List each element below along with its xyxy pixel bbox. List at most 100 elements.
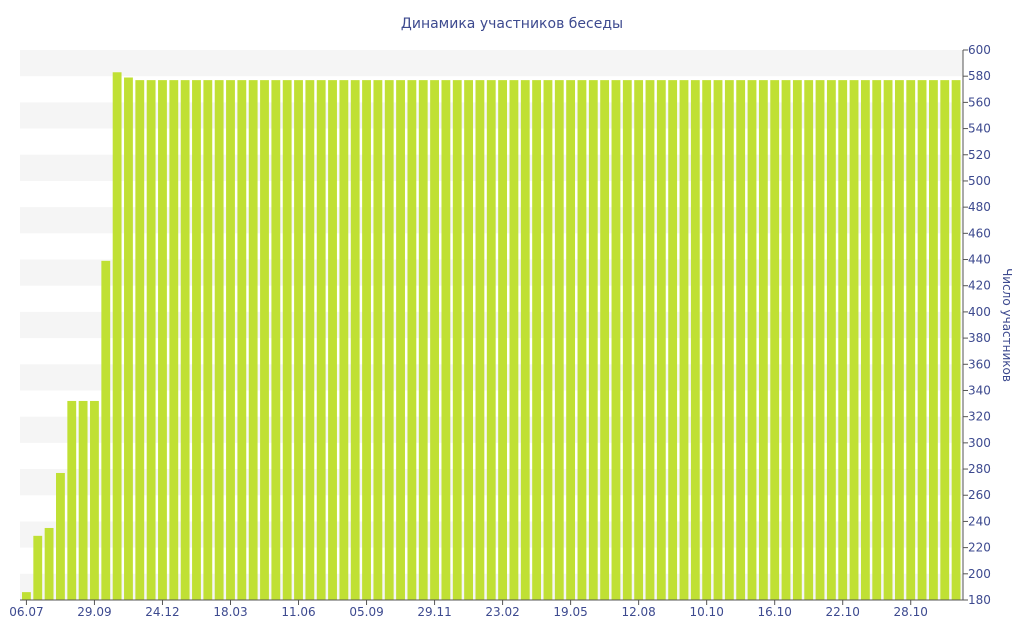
x-tick-label: 06.07 bbox=[9, 605, 43, 619]
bar bbox=[396, 80, 405, 601]
bar bbox=[452, 80, 462, 601]
y-tick-label: 560 bbox=[968, 95, 991, 109]
bars bbox=[22, 72, 961, 601]
x-tick-label: 24.12 bbox=[145, 605, 179, 619]
bar bbox=[656, 80, 666, 601]
bar bbox=[804, 80, 814, 601]
bar bbox=[56, 472, 65, 600]
bar bbox=[690, 80, 700, 601]
y-tick-label: 320 bbox=[968, 410, 991, 424]
grid-band bbox=[20, 50, 963, 77]
y-tick-label: 240 bbox=[968, 514, 991, 528]
bar bbox=[430, 80, 439, 601]
bar bbox=[203, 80, 213, 601]
bar bbox=[724, 80, 734, 601]
chart-title: Динамика участников беседы bbox=[401, 16, 623, 32]
bar bbox=[668, 80, 678, 601]
bar bbox=[588, 80, 598, 601]
bar bbox=[180, 80, 190, 601]
bar bbox=[294, 80, 303, 601]
bar bbox=[350, 80, 360, 601]
bar bbox=[328, 80, 337, 601]
bar bbox=[532, 80, 542, 601]
bar bbox=[146, 80, 156, 601]
bar bbox=[679, 80, 689, 601]
bar bbox=[124, 77, 133, 600]
bar bbox=[826, 80, 836, 601]
y-tick-label: 200 bbox=[968, 567, 991, 581]
x-tick-label: 11.06 bbox=[281, 605, 315, 619]
bar bbox=[928, 80, 938, 601]
bar bbox=[600, 80, 610, 601]
x-tick-label: 10.10 bbox=[689, 605, 723, 619]
bar bbox=[509, 80, 519, 601]
x-tick-label: 16.10 bbox=[758, 605, 792, 619]
bar bbox=[78, 400, 88, 600]
bar bbox=[736, 80, 746, 601]
bar bbox=[838, 80, 848, 601]
y-tick-label: 180 bbox=[968, 593, 991, 607]
bar bbox=[872, 80, 882, 601]
bar bbox=[554, 80, 564, 601]
bar bbox=[634, 80, 644, 601]
bar bbox=[758, 80, 768, 601]
bar bbox=[747, 80, 757, 601]
y-tick-label: 580 bbox=[968, 69, 991, 83]
x-tick-label: 29.11 bbox=[417, 605, 451, 619]
bar bbox=[702, 80, 712, 601]
bar bbox=[101, 260, 111, 600]
bar bbox=[339, 80, 349, 601]
y-tick-label: 420 bbox=[968, 279, 991, 293]
bar bbox=[373, 80, 383, 601]
y-tick-label: 500 bbox=[968, 174, 991, 188]
bar bbox=[860, 80, 870, 601]
bar bbox=[44, 527, 54, 600]
y-tick-label: 260 bbox=[968, 488, 991, 502]
x-tick-label: 19.05 bbox=[553, 605, 587, 619]
bar bbox=[566, 80, 576, 601]
bar bbox=[22, 592, 31, 600]
x-tick-label: 18.03 bbox=[213, 605, 247, 619]
y-tick-label: 520 bbox=[968, 148, 991, 162]
bar bbox=[883, 80, 893, 601]
bar bbox=[305, 80, 315, 601]
bar bbox=[135, 80, 145, 601]
y-tick-label: 460 bbox=[968, 226, 991, 240]
bar bbox=[226, 80, 235, 601]
bar bbox=[645, 80, 655, 601]
bar bbox=[906, 80, 916, 601]
bar bbox=[951, 80, 961, 601]
bar bbox=[894, 80, 904, 601]
y-tick-label: 380 bbox=[968, 331, 991, 345]
bar bbox=[486, 80, 496, 601]
bar bbox=[781, 80, 791, 601]
bar bbox=[169, 80, 179, 601]
bar bbox=[622, 80, 632, 601]
y-tick-label: 400 bbox=[968, 305, 991, 319]
y-tick-label: 600 bbox=[968, 43, 991, 57]
x-tick-label: 12.08 bbox=[621, 605, 655, 619]
y-tick-label: 540 bbox=[968, 122, 991, 136]
bar bbox=[770, 80, 780, 601]
y-axis-label: Число участников bbox=[1000, 268, 1014, 382]
y-tick-label: 300 bbox=[968, 436, 991, 450]
bar bbox=[112, 72, 122, 600]
bar bbox=[67, 400, 77, 600]
bar bbox=[917, 80, 927, 601]
bar bbox=[577, 80, 587, 601]
axes: 180 200 220 240 260 280 300 320 340 360 380 400 420 4… bbox=[9, 43, 991, 619]
bar bbox=[713, 80, 723, 601]
bar bbox=[214, 80, 224, 601]
bar bbox=[237, 80, 247, 601]
bar bbox=[498, 80, 508, 601]
x-tick-label: 05.09 bbox=[349, 605, 383, 619]
y-tick-label: 340 bbox=[968, 383, 991, 397]
bar bbox=[940, 80, 950, 601]
bar bbox=[611, 80, 621, 601]
bar bbox=[271, 80, 281, 601]
bar bbox=[520, 80, 530, 601]
bar bbox=[407, 80, 417, 601]
bar bbox=[316, 80, 326, 601]
bar bbox=[792, 80, 802, 601]
